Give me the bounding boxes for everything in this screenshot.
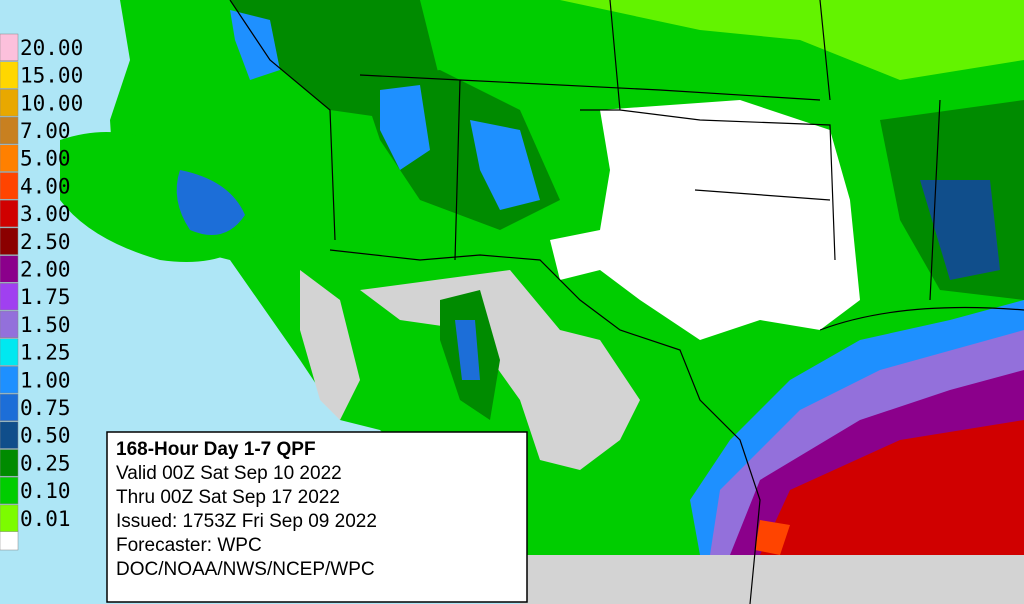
legend-label: 1.75 [20,285,71,309]
info-line: Valid 00Z Sat Sep 10 2022 [116,463,342,484]
legend-swatch [0,310,19,338]
legend-label: 10.00 [20,91,83,115]
legend-label: 0.75 [20,396,71,420]
legend-label: 15.00 [20,64,83,88]
sierra-blue [455,320,480,380]
info-line: Thru 00Z Sat Sep 17 2022 [116,487,340,508]
info-line: DOC/NOAA/NWS/NCEP/WPC [116,559,375,580]
legend-label: 1.25 [20,341,71,365]
legend-swatch [0,529,19,551]
east-core [920,180,1000,280]
legend: 20.00 15.00 10.00 7.00 5.00 4.00 3.00 2.50 2.00 1… [0,33,83,551]
legend-label: 2.50 [20,230,71,254]
legend-swatch [0,421,19,449]
gulf-orange [755,520,790,555]
legend-label: 0.50 [20,424,71,448]
legend-swatch [0,476,19,505]
legend-swatch [0,504,19,532]
pacific-core [176,170,245,235]
gulf-coast [819,306,1024,331]
legend-label: 20.00 [20,36,83,60]
info-title: 168-Hour Day 1-7 QPF [116,439,316,460]
legend-swatch [0,255,19,283]
legend-swatch [0,227,19,255]
rockies-blue [380,85,540,210]
no-data [520,555,1024,604]
info-box-frame [106,431,528,603]
legend-label: 7.00 [20,119,71,143]
legend-label: 1.00 [20,368,71,392]
info-line: Issued: 1753Z Fri Sep 09 2022 [116,511,377,532]
info-line: Forecaster: WPC [116,535,262,556]
legend-swatch [0,283,19,311]
legend-swatch [0,89,19,117]
texas-dry [550,100,860,340]
legend-swatch [0,199,19,228]
legend-label: 0.25 [20,451,71,475]
legend-swatch [0,116,19,145]
legend-label: 2.00 [20,257,71,281]
legend-label: 0.01 [20,507,71,531]
legend-swatch [0,33,19,61]
mexico-dry [360,270,640,470]
legend-swatch [0,366,19,394]
legend-label: 4.00 [20,174,71,198]
legend-label: 1.50 [20,313,71,337]
legend-swatch [0,449,19,477]
legend-swatch [0,393,19,422]
cascades-blue [230,10,280,80]
info-box: 168-Hour Day 1-7 QPF Valid 00Z Sat Sep 1… [106,431,528,603]
legend-swatch [0,61,19,89]
legend-swatch [0,144,19,172]
legend-swatch [0,338,19,366]
legend-label: 0.10 [20,479,71,503]
us-mexico-border [329,249,761,604]
legend-label: 3.00 [20,202,71,226]
legend-swatch [0,172,19,200]
legend-label: 5.00 [20,147,71,171]
state-lines [229,0,941,301]
gulf-red [760,420,1024,555]
north-light [560,0,1024,80]
baja-dry [300,270,360,420]
